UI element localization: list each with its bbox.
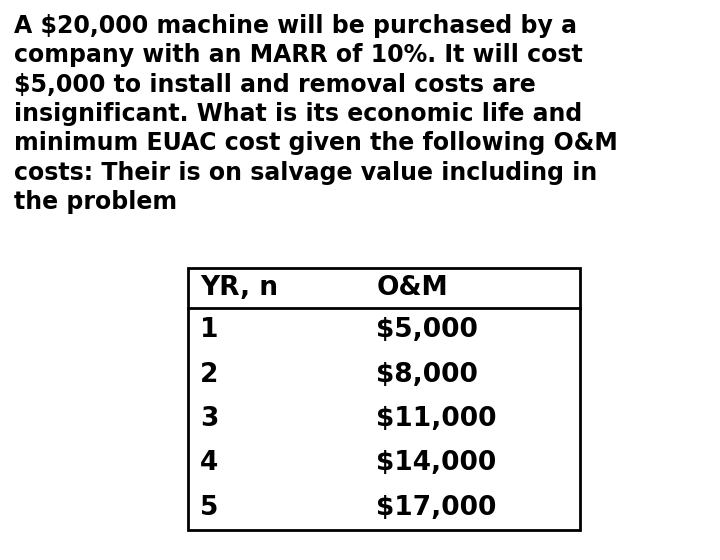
Text: 1: 1	[200, 317, 218, 343]
Text: 2: 2	[200, 362, 218, 388]
Text: A $20,000 machine will be purchased by a
company with an MARR of 10%. It will co: A $20,000 machine will be purchased by a…	[14, 14, 618, 214]
Text: YR, n: YR, n	[200, 275, 278, 301]
Bar	[188, 268, 580, 530]
Text: 5: 5	[200, 495, 218, 521]
Text: O&M: O&M	[376, 275, 448, 301]
Text: $17,000: $17,000	[376, 495, 497, 521]
Text: $5,000: $5,000	[376, 317, 478, 343]
Text: $8,000: $8,000	[376, 362, 478, 388]
Text: 3: 3	[200, 406, 218, 432]
Text: $14,000: $14,000	[376, 450, 496, 477]
Text: 4: 4	[200, 450, 218, 477]
Text: $11,000: $11,000	[376, 406, 497, 432]
